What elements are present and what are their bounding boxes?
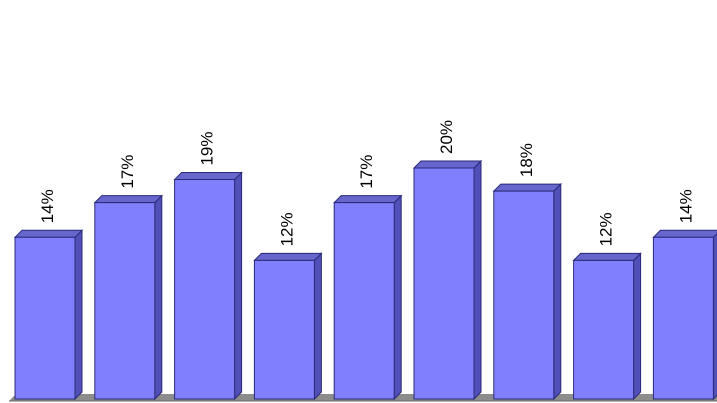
data-label-6: 20% bbox=[437, 120, 456, 154]
bar-front-face bbox=[652, 236, 714, 400]
bar-8 bbox=[572, 252, 642, 401]
bar-top-face bbox=[332, 195, 403, 204]
bar-top-face bbox=[412, 160, 483, 169]
bar-9 bbox=[652, 229, 717, 401]
bar-4 bbox=[253, 252, 323, 401]
bar-side-face bbox=[712, 232, 717, 401]
bar-side-face bbox=[633, 252, 642, 401]
bar-top-face bbox=[652, 229, 717, 238]
data-label-7: 18% bbox=[517, 143, 536, 177]
data-label-3: 19% bbox=[198, 132, 217, 166]
bar-front-face bbox=[333, 202, 395, 400]
bar-front-face bbox=[174, 179, 236, 400]
bar-side-face bbox=[313, 252, 322, 401]
data-labels-group: 14% 17% 19% 12% 17% 20% 18% 12% 14% bbox=[38, 120, 695, 246]
bar-side-face bbox=[234, 171, 243, 401]
bar-front-face bbox=[253, 259, 315, 400]
bar-side-face bbox=[154, 194, 163, 401]
bar-top-face bbox=[492, 183, 563, 192]
bar-front-face bbox=[94, 202, 156, 400]
data-label-1: 14% bbox=[38, 189, 57, 223]
bars-group bbox=[13, 159, 717, 401]
data-label-4: 12% bbox=[277, 212, 296, 246]
data-label-5: 17% bbox=[357, 155, 376, 189]
data-label-9: 14% bbox=[676, 189, 695, 223]
bar-side-face bbox=[393, 194, 402, 401]
bar-front-face bbox=[413, 167, 475, 400]
bar-6 bbox=[412, 159, 483, 401]
bar-top-face bbox=[173, 172, 243, 181]
bar-top-face bbox=[572, 252, 642, 261]
data-label-8: 12% bbox=[597, 212, 616, 246]
bar-side-face bbox=[473, 159, 482, 401]
bar-5 bbox=[332, 194, 403, 401]
data-label-2: 17% bbox=[118, 155, 137, 189]
bar-1 bbox=[13, 229, 84, 401]
bar-side-face bbox=[74, 229, 83, 401]
bar-top-face bbox=[93, 195, 164, 204]
bar-7 bbox=[492, 182, 563, 401]
bar-front-face bbox=[573, 259, 635, 400]
bar-top-face bbox=[13, 229, 84, 238]
bar-3 bbox=[173, 171, 243, 401]
bar-side-face bbox=[553, 182, 562, 401]
bar-front-face bbox=[14, 236, 76, 400]
bar-front-face bbox=[493, 190, 555, 400]
bar-2 bbox=[93, 194, 164, 401]
bar-top-face bbox=[253, 252, 323, 261]
